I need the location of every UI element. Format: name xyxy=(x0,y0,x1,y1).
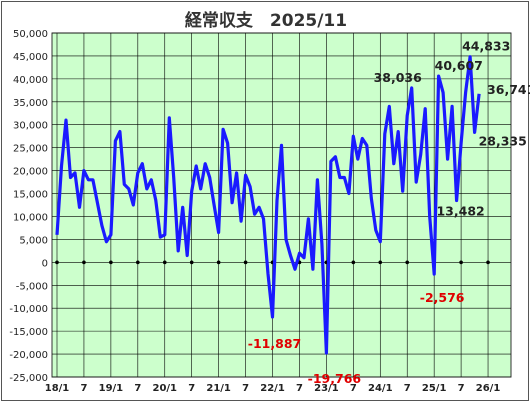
x-tick-label: 7 xyxy=(404,383,411,394)
zero-line-marker xyxy=(189,260,194,265)
x-tick-label: 21/1 xyxy=(206,383,231,394)
y-tick-label: 45,000 xyxy=(13,52,48,63)
data-label: -19,766 xyxy=(308,371,362,386)
y-tick-label: -5,000 xyxy=(16,281,48,292)
chart-title: 経常収支 2025/11 xyxy=(185,10,347,31)
zero-line-marker xyxy=(136,260,140,265)
zero-line-marker xyxy=(216,260,221,265)
y-tick-label: 5,000 xyxy=(19,235,48,246)
x-tick-label: 22/1 xyxy=(260,383,285,394)
y-tick-label: 20,000 xyxy=(13,167,48,178)
y-tick-label: -15,000 xyxy=(9,327,48,338)
data-label: 36,741 xyxy=(487,82,530,97)
x-tick-label: 7 xyxy=(350,383,357,394)
data-label: 38,036 xyxy=(374,70,423,85)
x-tick-label: 7 xyxy=(458,383,465,394)
x-tick-label: 7 xyxy=(188,383,195,394)
y-tick-label: 35,000 xyxy=(13,98,48,109)
zero-line-marker xyxy=(55,260,59,265)
zero-line-marker xyxy=(243,260,248,265)
data-label: 44,833 xyxy=(462,39,510,54)
x-tick-label: 26/1 xyxy=(476,383,501,394)
y-tick-label: 15,000 xyxy=(13,190,48,201)
x-tick-label: 25/1 xyxy=(422,383,447,394)
current-account-chart: 経常収支 2025/11 -25,000 -20,000 -15,000 -10,00… xyxy=(9,10,532,394)
x-tick-label: 23/1 xyxy=(314,383,339,394)
series-group xyxy=(55,55,481,355)
data-labels: 44,833 40,607 38,036 36,741 28,335 13,482 -2,5… xyxy=(248,39,532,386)
zero-line-marker xyxy=(405,260,410,265)
data-label: -2,576 xyxy=(420,290,465,305)
x-tick-label: 24/1 xyxy=(368,383,393,394)
data-label: 28,335 xyxy=(479,133,527,148)
y-tick-label: -20,000 xyxy=(9,350,48,361)
series-line xyxy=(55,55,481,355)
data-label: 40,607 xyxy=(435,58,483,73)
zero-line-marker xyxy=(459,260,463,265)
x-tick-label: 18/1 xyxy=(45,383,70,394)
x-tick-label: 7 xyxy=(80,383,87,394)
y-axis-ticks: -25,000 -20,000 -15,000 -10,000 -5,000 0 5,000… xyxy=(9,29,48,384)
x-tick-label: 19/1 xyxy=(99,383,124,394)
y-tick-label: -10,000 xyxy=(9,304,48,315)
zero-line-marker xyxy=(351,260,356,265)
x-tick-label: 7 xyxy=(134,383,141,394)
y-tick-label: 40,000 xyxy=(13,75,48,86)
x-tick-label: 7 xyxy=(242,383,249,394)
data-label: 13,482 xyxy=(436,203,484,218)
data-label: -11,887 xyxy=(248,336,301,351)
x-tick-label: 7 xyxy=(296,383,303,394)
zero-line-marker xyxy=(109,260,113,265)
y-tick-label: 10,000 xyxy=(13,212,48,223)
x-tick-label: 20/1 xyxy=(152,383,177,394)
y-tick-label: 25,000 xyxy=(13,144,48,155)
zero-line-marker xyxy=(82,260,86,265)
y-tick-label: 50,000 xyxy=(13,29,48,40)
zero-line-marker xyxy=(378,260,383,265)
y-tick-label: 30,000 xyxy=(13,121,48,132)
zero-line-marker xyxy=(162,260,167,265)
y-tick-label: 0 xyxy=(42,258,48,269)
x-axis-ticks: 18/1 7 19/1 7 20/1 7 21/1 7 22/1 7 23/1 7 24/1 7 25/1 7… xyxy=(45,383,501,394)
y-tick-label: -25,000 xyxy=(9,373,48,384)
zero-line-marker xyxy=(486,260,490,265)
